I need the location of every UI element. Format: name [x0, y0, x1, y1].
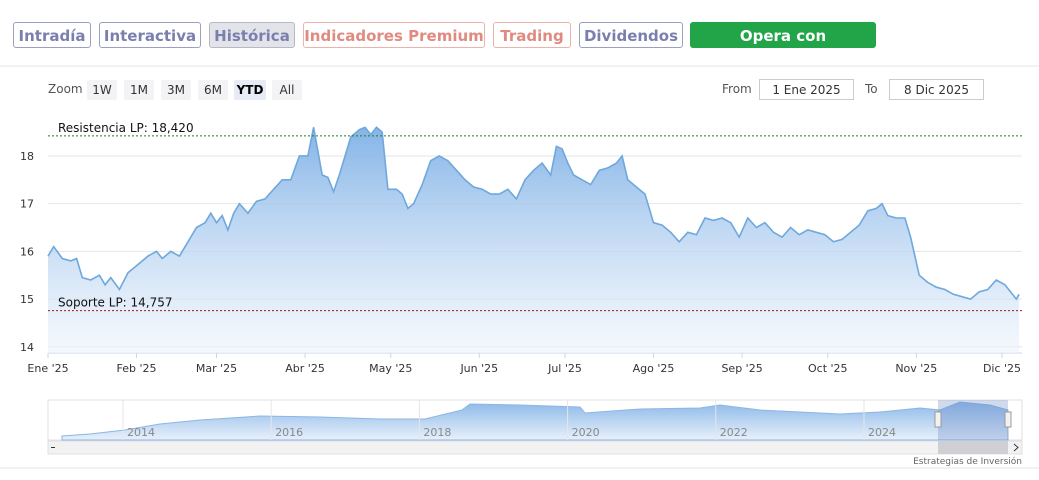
credit: Estrategias de Inversión — [913, 456, 1022, 467]
plot-line-label: Resistencia LP: 18,420 — [58, 121, 194, 135]
y-tick-label: 17 — [20, 198, 34, 211]
y-tick-label: 18 — [20, 150, 34, 163]
zoom-button[interactable]: 3M — [161, 80, 191, 100]
zoom-label: Zoom — [48, 82, 83, 96]
price-line — [47, 126, 1020, 301]
from-label: From — [722, 82, 752, 96]
navigator-handle[interactable] — [934, 411, 942, 428]
y-tick-label: 16 — [20, 245, 34, 258]
navigator-label: 2024 — [868, 426, 896, 439]
zoom-button[interactable]: 1M — [124, 80, 154, 100]
tab[interactable]: Intradía — [13, 22, 91, 48]
zoom-button-active[interactable]: YTD — [234, 80, 266, 100]
y-tick-label: 15 — [20, 293, 34, 306]
x-tick-label: Abr '25 — [285, 362, 325, 375]
x-tick-label: Oct '25 — [808, 362, 848, 375]
zoom-button[interactable]: 6M — [198, 80, 228, 100]
x-tick-label: Jul '25 — [547, 362, 582, 375]
zoom-button[interactable]: All — [272, 80, 302, 100]
scrollbar-thumb[interactable] — [938, 441, 1008, 454]
tab-active[interactable]: Histórica — [209, 22, 295, 48]
x-tick-label: Sep '25 — [721, 362, 762, 375]
zoom-button[interactable]: 1W — [87, 80, 117, 100]
x-tick-label: Feb '25 — [117, 362, 157, 375]
navigator-label: 2020 — [572, 426, 600, 439]
navigator-series — [61, 401, 1009, 441]
tab[interactable]: Indicadores Premium — [303, 22, 485, 48]
area-fill — [48, 127, 1020, 353]
from-input[interactable]: 1 Ene 2025 — [759, 79, 854, 100]
navigator-selection[interactable] — [938, 400, 1008, 440]
x-tick-label: May '25 — [369, 362, 412, 375]
x-tick-label: Jun '25 — [459, 362, 498, 375]
tab[interactable]: Trading — [493, 22, 571, 48]
navigator-frame — [47, 399, 1023, 441]
x-tick-label: Nov '25 — [895, 362, 937, 375]
x-tick-label: Ene '25 — [27, 362, 68, 375]
y-tick-label: 14 — [20, 341, 34, 354]
to-label: To — [865, 82, 878, 96]
navigator — [47, 399, 1023, 455]
tab[interactable]: Dividendos — [579, 22, 683, 48]
plot-line-label: Soporte LP: 14,757 — [58, 296, 173, 310]
navigator-label: 2014 — [127, 426, 155, 439]
scrollbar[interactable] — [47, 440, 1023, 455]
cta-button[interactable]: Opera con Freedom24 — [690, 22, 876, 71]
x-tick-label: Dic '25 — [983, 362, 1021, 375]
navigator-handle[interactable] — [1004, 411, 1012, 428]
scroll-arrow[interactable] — [51, 443, 1019, 452]
navigator-label: 2022 — [720, 426, 748, 439]
x-tick-label: Mar '25 — [196, 362, 237, 375]
x-tick-label: Ago '25 — [633, 362, 675, 375]
navigator-label: 2018 — [423, 426, 451, 439]
to-input[interactable]: 8 Dic 2025 — [889, 79, 984, 100]
tab[interactable]: Interactiva — [99, 22, 201, 48]
navigator-label: 2016 — [275, 426, 303, 439]
